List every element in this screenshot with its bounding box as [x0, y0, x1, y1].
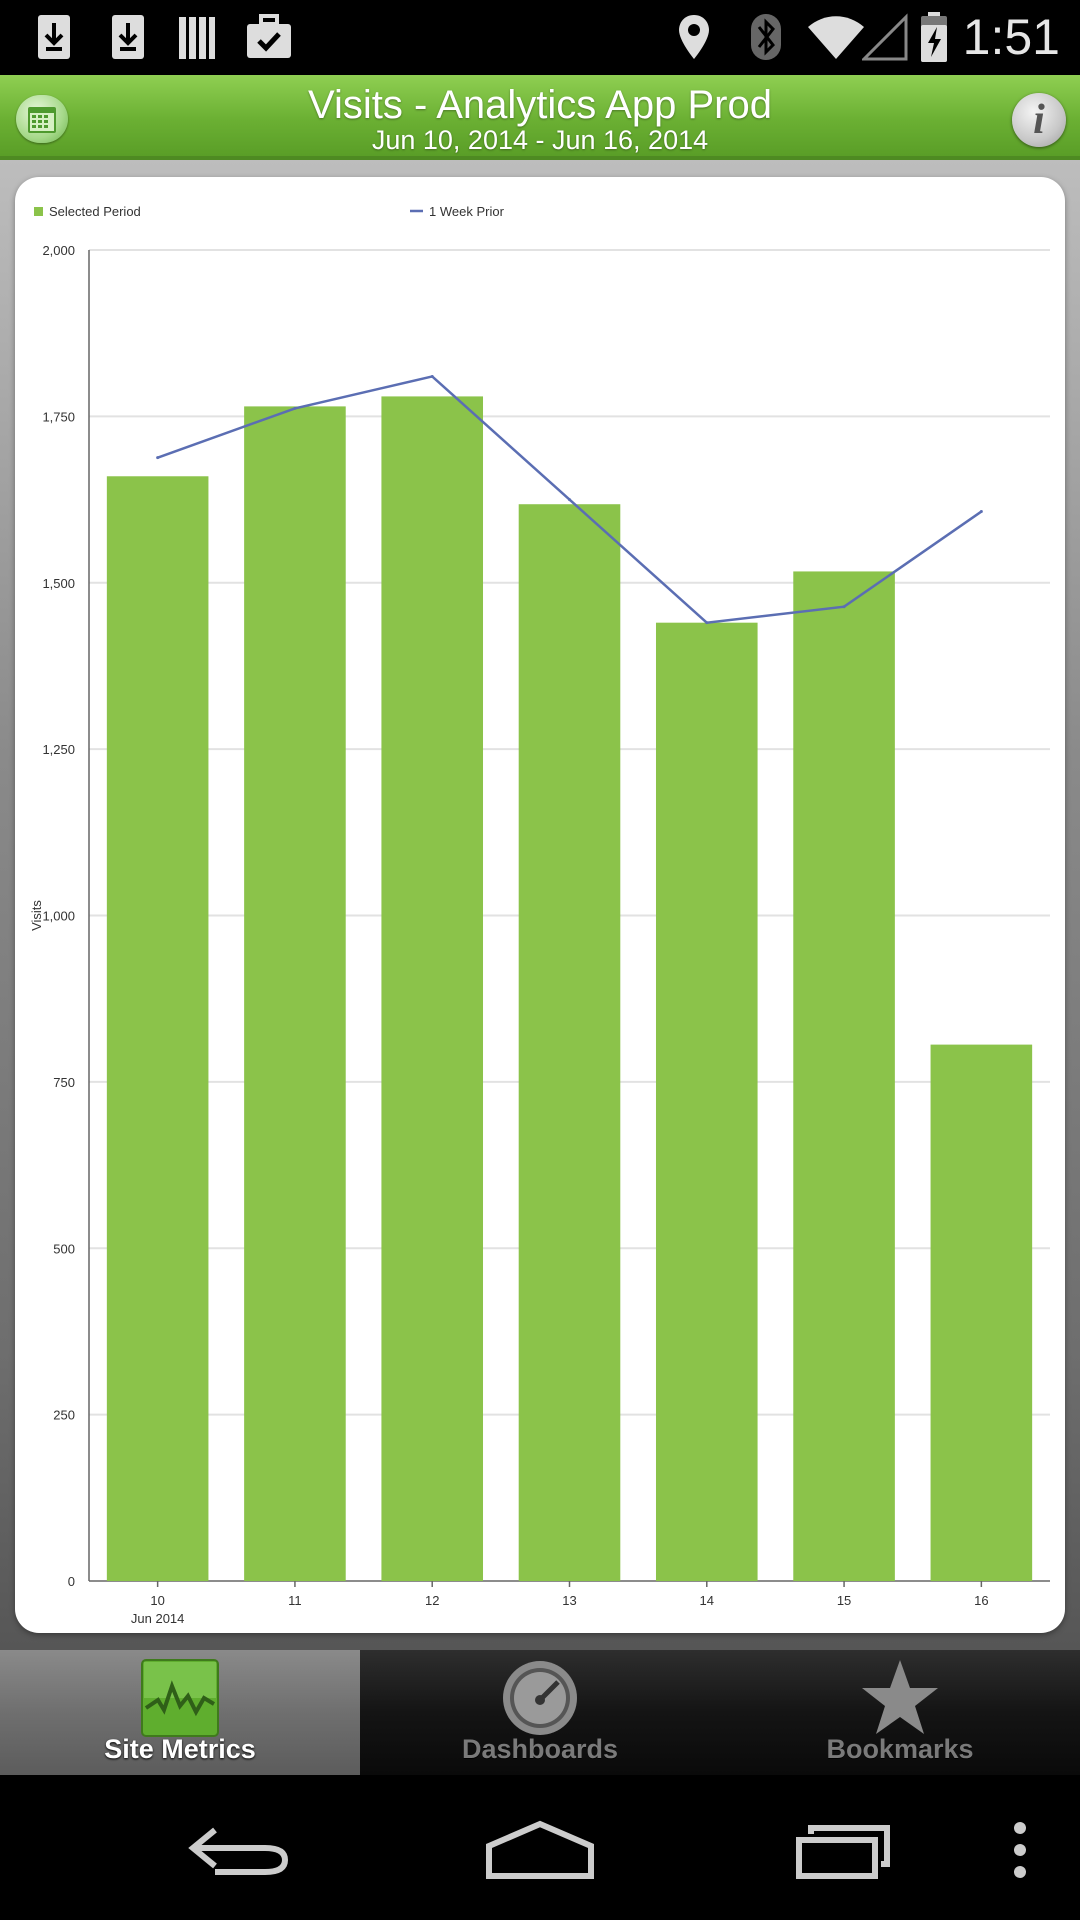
site-metrics-icon: [141, 1659, 219, 1737]
line-point: [568, 498, 571, 502]
bar: [244, 406, 346, 1581]
tab-label: Bookmarks: [826, 1734, 974, 1764]
y-tick-label: 2,000: [42, 243, 75, 258]
x-tick-label: 10: [150, 1593, 164, 1608]
visits-chart: 0 250 500 750 1,000 1,250 1,500 1,750 2,000 Visit…: [29, 204, 1050, 1626]
y-tick-label: 0: [68, 1574, 75, 1589]
legend-label: 1 Week Prior: [429, 204, 505, 219]
calendar-icon: [28, 107, 56, 133]
menu-button[interactable]: [1000, 1810, 1040, 1890]
y-tick-label: 1,750: [42, 409, 75, 424]
y-tick-label: 1,000: [42, 909, 75, 924]
calendar-button[interactable]: [16, 95, 68, 143]
x-tick-label: 16: [974, 1593, 988, 1608]
tab-bar: Site Metrics Dashboards Bookmarks: [0, 1650, 1080, 1775]
recent-apps-icon: [796, 1825, 890, 1879]
menu-icon: [1014, 1822, 1026, 1878]
line-point: [705, 621, 709, 625]
bluetooth-icon: [746, 12, 786, 62]
x-tick-label: 14: [700, 1593, 714, 1608]
info-button[interactable]: i: [1012, 93, 1066, 147]
tab-label: Site Metrics: [104, 1734, 256, 1764]
x-tick-label: 13: [562, 1593, 576, 1608]
chart-card: 0 250 500 750 1,000 1,250 1,500 1,750 2,000 Visit…: [15, 177, 1065, 1633]
page-title: Visits - Analytics App Prod: [308, 83, 772, 127]
download-icon: [104, 12, 152, 62]
download-icon: [30, 12, 78, 62]
tab-bookmarks[interactable]: Bookmarks: [720, 1650, 1080, 1775]
y-tick-label: 1,250: [42, 742, 75, 757]
bar: [381, 396, 484, 1581]
x-sublabel: Jun 2014: [131, 1611, 185, 1626]
line-point: [842, 605, 846, 609]
tab-dashboards[interactable]: Dashboards: [360, 1650, 720, 1775]
bar: [930, 1044, 1033, 1581]
app-header: Visits - Analytics App Prod Jun 10, 2014…: [0, 75, 1080, 160]
bar: [793, 571, 895, 1581]
tab-site-metrics[interactable]: Site Metrics: [0, 1650, 360, 1775]
battery-charging-icon: [918, 12, 950, 62]
line-point: [979, 510, 983, 514]
y-tick-label: 750: [53, 1075, 75, 1090]
home-button[interactable]: [480, 1810, 600, 1890]
bar: [106, 476, 209, 1581]
location-icon: [674, 12, 714, 62]
status-clock: 1:51: [962, 9, 1060, 65]
wifi-icon: [806, 12, 866, 62]
line-point: [430, 374, 434, 378]
line-point: [293, 406, 297, 410]
dashboard-gauge-icon: [503, 1661, 577, 1735]
star-icon: [862, 1660, 938, 1734]
y-tick-label: 1,500: [42, 576, 75, 591]
x-tick-label: 15: [837, 1593, 851, 1608]
library-icon: [176, 12, 218, 62]
x-tick-label: 11: [288, 1593, 302, 1608]
briefcase-check-icon: [244, 12, 294, 62]
legend-swatch-selected-period: [34, 207, 43, 216]
date-range: Jun 10, 2014 - Jun 16, 2014: [371, 125, 709, 155]
back-button[interactable]: [180, 1810, 300, 1890]
info-icon: i: [1033, 97, 1045, 143]
bar: [518, 504, 621, 1582]
x-tick-label: 12: [425, 1593, 439, 1608]
system-nav-bar: [0, 1775, 1080, 1920]
line-point: [156, 456, 160, 460]
back-icon: [188, 1827, 289, 1875]
bar: [655, 622, 758, 1581]
signal-icon: [862, 12, 908, 62]
tab-label: Dashboards: [461, 1734, 619, 1764]
status-bar: 1:51: [0, 0, 1080, 75]
legend-label: Selected Period: [49, 204, 141, 219]
recent-apps-button[interactable]: [780, 1810, 900, 1890]
y-tick-label: 250: [53, 1408, 75, 1423]
home-icon: [486, 1820, 594, 1879]
y-axis-label: Visits: [29, 900, 44, 931]
y-tick-label: 500: [53, 1241, 75, 1256]
